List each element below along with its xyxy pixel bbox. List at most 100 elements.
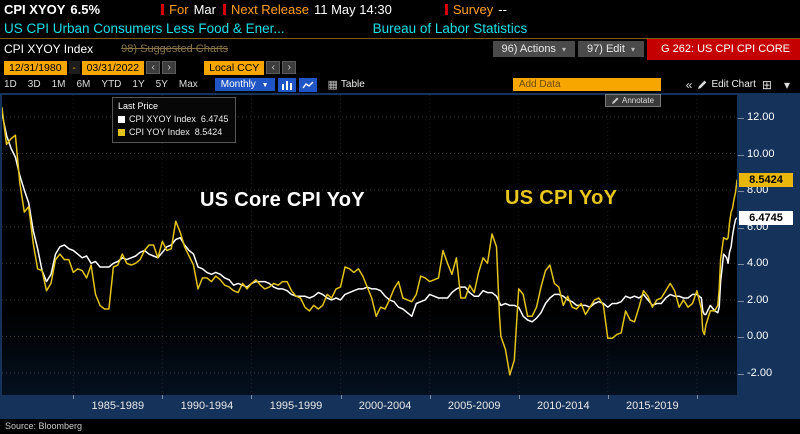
currency-next-button[interactable]: › bbox=[282, 61, 297, 74]
x-tick-label: 1985-1989 bbox=[91, 400, 145, 412]
next-release-label: Next Release bbox=[230, 1, 309, 17]
step-back-button[interactable]: ‹ bbox=[146, 61, 161, 74]
survey-label: Survey bbox=[452, 1, 494, 17]
last-value-box: 6.4745 bbox=[739, 211, 793, 226]
line-chart-icon bbox=[301, 81, 314, 88]
legend-item-headline[interactable]: CPI YOY Index 8.5424 bbox=[118, 126, 228, 139]
chevron-down-icon: ▾ bbox=[631, 45, 636, 54]
next-release-value: 11 May 14:30 bbox=[314, 1, 392, 17]
red-divider-icon bbox=[161, 3, 165, 15]
chevron-down-icon: ▼ bbox=[261, 82, 269, 89]
plot-area[interactable] bbox=[1, 95, 738, 395]
y-tick-label: 10.00 bbox=[738, 147, 775, 160]
edit-button-label: 97) Edit bbox=[587, 43, 625, 55]
security-description: US CPI Urban Consumers Less Food & Ener.… bbox=[4, 20, 285, 36]
core-cpi-annotation: US Core CPI YoY bbox=[200, 189, 365, 211]
period-6m[interactable]: 6M bbox=[76, 79, 91, 90]
headline-cpi-annotation: US CPI YoY bbox=[505, 187, 618, 209]
period-5y[interactable]: 5Y bbox=[155, 79, 168, 90]
table-button[interactable]: Table bbox=[340, 79, 365, 90]
legend-label: CPI XYOY Index bbox=[129, 114, 196, 125]
period-1m[interactable]: 1M bbox=[51, 79, 66, 90]
add-data-input[interactable]: Add Data bbox=[512, 78, 661, 91]
legend-value: 6.4745 bbox=[200, 114, 229, 125]
x-tick-mark bbox=[696, 395, 698, 399]
period-ytd[interactable]: YTD bbox=[101, 79, 122, 90]
period-max[interactable]: Max bbox=[178, 79, 198, 90]
legend-value: 8.5424 bbox=[194, 127, 223, 138]
chart-toolbar: 1D 3D 1M 6M YTD 1Y 5Y Max Monthly ▼ ▦ Ta… bbox=[0, 76, 800, 93]
for-value: Mar bbox=[193, 1, 216, 17]
expand-icon[interactable]: ⊞ bbox=[761, 77, 772, 92]
chevron-down-icon[interactable]: ▾ bbox=[783, 77, 790, 92]
last-value-box: 8.5424 bbox=[739, 173, 793, 188]
x-tick-label: 2015-2019 bbox=[626, 400, 679, 412]
date-separator-icon: - bbox=[68, 61, 80, 74]
currency-prev-button[interactable]: ‹ bbox=[266, 61, 281, 74]
x-tick-label: 2010-2014 bbox=[536, 400, 590, 412]
edit-button[interactable]: 97) Edit ▾ bbox=[578, 41, 645, 57]
cpi-lines-svg bbox=[1, 95, 738, 395]
x-tick-mark bbox=[251, 395, 253, 399]
table-icon: ▦ bbox=[327, 79, 338, 91]
suggested-charts-link[interactable]: 98) Suggested Charts bbox=[121, 43, 229, 55]
x-tick-label: 2000-2004 bbox=[358, 400, 412, 412]
frequency-select[interactable]: Monthly ▼ bbox=[214, 78, 275, 91]
pencil-icon bbox=[698, 80, 707, 89]
annotate-button[interactable]: Annotate bbox=[605, 94, 662, 107]
bar-chart-type-button[interactable] bbox=[277, 77, 296, 92]
chart-function-title: G 262: US CPI CPI CORE bbox=[647, 38, 800, 60]
collapse-panel-icon[interactable]: « bbox=[685, 77, 693, 92]
legend-item-core[interactable]: CPI XYOY Index 6.4745 bbox=[118, 113, 228, 126]
security-name: CPI XYOY Index bbox=[4, 42, 94, 56]
x-tick-label: 2005-2009 bbox=[447, 400, 501, 412]
x-axis: 1985-1989 1990-1994 1995-1999 2000-2004 2005… bbox=[0, 395, 737, 419]
period-1y[interactable]: 1Y bbox=[132, 79, 145, 90]
series-line-cpi-xyoy-index bbox=[1, 112, 738, 323]
red-divider-icon bbox=[444, 3, 448, 15]
edit-chart-label: Edit Chart bbox=[711, 79, 756, 90]
period-3d[interactable]: 3D bbox=[27, 79, 41, 90]
ticker-value: 6.5% bbox=[70, 1, 101, 17]
core-series-swatch-icon bbox=[118, 116, 125, 124]
data-source-label: Bureau of Labor Statistics bbox=[372, 20, 528, 36]
date-range-bar: 12/31/1980 - 03/31/2022 ‹ › Local CCY ‹ … bbox=[0, 59, 800, 76]
start-date-input[interactable]: 12/31/1980 bbox=[4, 60, 67, 75]
security-description-bar: US CPI Urban Consumers Less Food & Ener.… bbox=[0, 18, 800, 38]
chart-region: 12.00 10.00 8.00 6.00 4.00 2.00 0.00 -2.00 8.542… bbox=[0, 93, 800, 434]
bar-chart-icon bbox=[281, 80, 292, 90]
actions-button-label: 96) Actions bbox=[501, 43, 556, 55]
quote-header-bar: CPI XYOY 6.5% For Mar Next Release 11 Ma… bbox=[0, 0, 800, 18]
x-tick-mark bbox=[340, 395, 342, 399]
source-note: Source: Bloomberg bbox=[5, 421, 83, 431]
step-forward-button[interactable]: › bbox=[162, 61, 177, 74]
edit-chart-button[interactable]: Edit Chart bbox=[698, 79, 756, 90]
y-tick-label: 12.00 bbox=[738, 110, 775, 123]
for-label: For bbox=[169, 1, 189, 17]
annotate-label: Annotate bbox=[622, 96, 655, 105]
period-1d[interactable]: 1D bbox=[4, 79, 17, 90]
bottom-strip: Source: Bloomberg bbox=[0, 419, 800, 434]
x-tick-mark bbox=[162, 395, 164, 399]
legend-title: Last Price bbox=[118, 101, 159, 111]
chart-legend: Last Price CPI XYOY Index 6.4745 CPI YOY… bbox=[112, 97, 237, 144]
end-date-input[interactable]: 03/31/2022 bbox=[81, 60, 145, 75]
x-tick-mark bbox=[518, 395, 520, 399]
legend-label: CPI YOY Index bbox=[129, 127, 190, 138]
x-tick-mark bbox=[73, 395, 75, 399]
y-tick-label: 4.00 bbox=[737, 257, 769, 270]
red-divider-icon bbox=[222, 3, 226, 15]
annotate-pencil-icon bbox=[612, 97, 619, 104]
actions-button[interactable]: 96) Actions ▾ bbox=[492, 41, 576, 57]
y-tick-label: -2.00 bbox=[737, 367, 773, 380]
function-bar: CPI XYOY Index 98) Suggested Charts 96) … bbox=[0, 38, 800, 60]
y-axis: 12.00 10.00 8.00 6.00 4.00 2.00 0.00 -2.00 8.542… bbox=[737, 95, 800, 395]
x-tick-mark bbox=[607, 395, 609, 399]
y-tick-label: 0.00 bbox=[737, 330, 769, 343]
line-chart-type-button[interactable] bbox=[298, 77, 317, 92]
currency-select[interactable]: Local CCY bbox=[204, 60, 265, 75]
frequency-value: Monthly bbox=[220, 79, 256, 90]
y-tick-label: 2.00 bbox=[737, 293, 769, 306]
x-tick-label: 1995-1999 bbox=[269, 400, 323, 412]
